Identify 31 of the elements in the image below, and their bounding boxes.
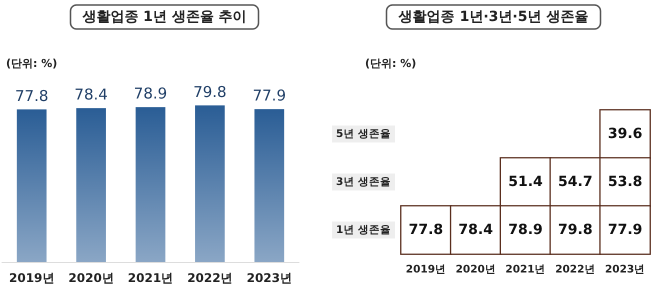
data-label: 79.8 bbox=[558, 222, 593, 238]
x-tick-label: 2023년 bbox=[246, 271, 292, 285]
data-label: 77.8 bbox=[14, 86, 48, 105]
data-label: 77.9 bbox=[608, 222, 642, 238]
x-tick-label: 2022년 bbox=[187, 271, 233, 285]
y-tick-label: 1년 생존율 bbox=[336, 224, 391, 236]
data-label: 78.9 bbox=[134, 84, 168, 103]
data-label: 53.8 bbox=[608, 174, 642, 190]
x-tick-label: 2022년 bbox=[555, 264, 596, 276]
data-label: 79.8 bbox=[193, 82, 227, 101]
data-label: 51.4 bbox=[508, 174, 544, 190]
x-tick-label: 2021년 bbox=[128, 271, 174, 285]
y-tick-label: 5년 생존율 bbox=[336, 128, 391, 140]
x-tick-label: 2019년 bbox=[8, 271, 54, 285]
y-tick-label: 3년 생존율 bbox=[336, 176, 391, 188]
data-label: 77.9 bbox=[252, 86, 286, 105]
data-label: 78.4 bbox=[458, 222, 494, 238]
x-tick-label: 2019년 bbox=[406, 264, 446, 276]
data-label: 39.6 bbox=[608, 126, 642, 142]
data-label: 77.8 bbox=[408, 222, 444, 238]
data-label: 78.4 bbox=[74, 86, 108, 104]
chart-title: 생활업종 1년·3년·5년 생존율 bbox=[398, 9, 588, 25]
text: (단위: %) bbox=[365, 57, 416, 70]
x-tick-label: 2021년 bbox=[505, 264, 546, 276]
data-label: 54.7 bbox=[558, 174, 593, 190]
x-tick-label: 2020년 bbox=[456, 264, 496, 276]
x-tick-label: 2020년 bbox=[68, 271, 114, 285]
x-tick-label: 2023년 bbox=[604, 264, 646, 276]
chart-title: 생활업종 1년 생존율 추이 bbox=[81, 9, 247, 25]
text: (단위: %) bbox=[6, 57, 58, 70]
data-label: 78.9 bbox=[508, 222, 543, 238]
